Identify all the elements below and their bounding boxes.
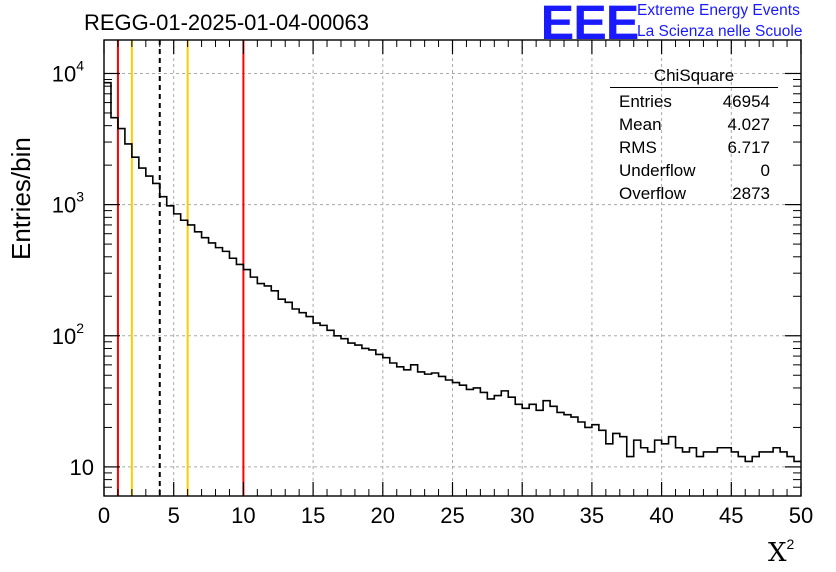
stats-row-rms: RMS 6.717: [610, 136, 778, 159]
y-tick-label-exp: 4: [76, 57, 84, 73]
plot-title: REGG-01-2025-01-04-00063: [84, 10, 369, 35]
stats-label: Underflow: [619, 161, 696, 180]
y-tick-label: 10: [70, 455, 94, 480]
x-tick-label: 10: [231, 503, 255, 528]
stats-row-overflow: Overflow 2873: [610, 182, 778, 205]
histogram-outline: [104, 81, 801, 463]
x-tick-label: 0: [98, 503, 110, 528]
reference-lines: [116, 40, 245, 496]
y-tick-label: 104: [52, 57, 84, 86]
stats-value: 46954: [722, 92, 770, 111]
x-tick-label: 30: [510, 503, 534, 528]
y-tick-label: 102: [52, 320, 84, 349]
eee-logo-line1: Extreme Energy Events: [637, 2, 800, 19]
x-tick-label: 20: [371, 503, 395, 528]
stats-value: 6.717: [727, 138, 770, 157]
x-tick-label: 15: [301, 503, 325, 528]
eee-logo-line2: La Scienza nelle Scuole: [637, 23, 803, 40]
stats-label: RMS: [619, 138, 657, 157]
stats-value: 2873: [732, 184, 770, 203]
x-tick-label: 40: [649, 503, 673, 528]
y-tick-label-exp: 2: [76, 320, 84, 336]
x-axis-label: X2: [768, 536, 794, 568]
stats-label: Overflow: [619, 184, 687, 203]
x-tick-label: 25: [440, 503, 464, 528]
stats-title: ChiSquare: [610, 66, 778, 88]
stats-box: ChiSquare Entries 46954 Mean 4.027 RMS 6…: [610, 66, 778, 205]
x-tick-label: 35: [580, 503, 604, 528]
y-tick-label-base: 10: [70, 455, 94, 480]
y-tick-label-base: 10: [52, 193, 76, 218]
stats-value: 4.027: [727, 115, 770, 134]
x-axis-label-sup: 2: [786, 536, 795, 552]
stats-row-entries: Entries 46954: [610, 90, 778, 113]
stats-value: 0: [760, 161, 770, 180]
x-tick-label: 5: [168, 503, 180, 528]
y-tick-label-base: 10: [52, 61, 76, 86]
y-axis-label: Entries/bin: [6, 137, 36, 260]
stats-label: Mean: [619, 115, 662, 134]
y-tick-label: 103: [52, 189, 84, 218]
stats-row-mean: Mean 4.027: [610, 113, 778, 136]
y-tick-label-exp: 3: [76, 189, 84, 205]
stats-label: Entries: [619, 92, 672, 111]
y-tick-label-base: 10: [52, 324, 76, 349]
x-axis-label-base: X: [768, 538, 787, 568]
eee-logo-mark: EEE: [540, 0, 640, 50]
x-tick-label: 50: [789, 503, 813, 528]
x-tick-label: 45: [719, 503, 743, 528]
stats-row-underflow: Underflow 0: [610, 159, 778, 182]
axis-ticks: [103, 40, 802, 496]
